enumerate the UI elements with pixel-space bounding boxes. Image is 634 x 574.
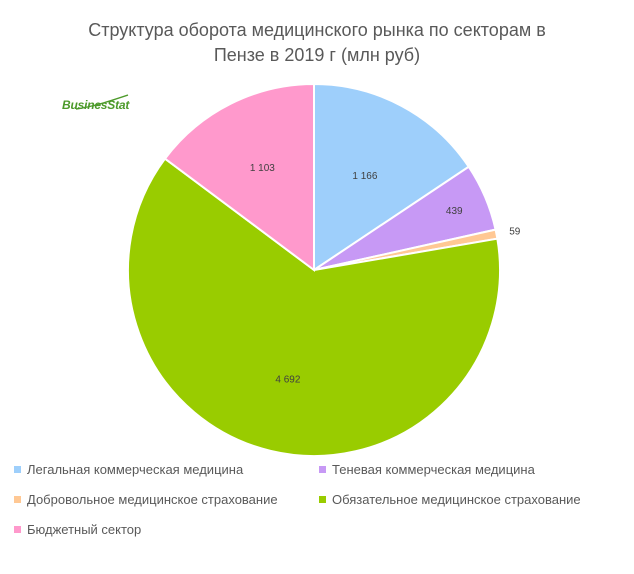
data-label-budget-sector: 1 103 xyxy=(250,163,275,174)
legend-label-budget-sector: Бюджетный сектор xyxy=(27,522,142,537)
legend-swatch-legal-commercial xyxy=(14,466,21,473)
legend-label-legal-commercial: Легальная коммерческая медицина xyxy=(27,462,244,477)
legend-label-mandatory-insurance: Обязательное медицинское страхование xyxy=(332,492,581,507)
legend-swatch-mandatory-insurance xyxy=(319,496,326,503)
chart-title: Структура оборота медицинского рынка по … xyxy=(0,18,634,68)
data-label-shadow-commercial: 439 xyxy=(446,206,463,217)
legend-item-shadow-commercial: Теневая коммерческая медицина xyxy=(319,462,535,478)
chart-title-line1: Структура оборота медицинского рынка по … xyxy=(88,20,546,40)
legend-item-mandatory-insurance: Обязательное медицинское страхование xyxy=(319,492,581,508)
pie-slice-budget-sector xyxy=(163,82,315,272)
pie-slice-legal-commercial xyxy=(313,82,471,272)
legend-swatch-shadow-commercial xyxy=(319,466,326,473)
legend-label-voluntary-insurance: Добровольное медицинское страхование xyxy=(27,492,278,507)
legend-item-voluntary-insurance: Добровольное медицинское страхование xyxy=(14,492,278,508)
data-label-legal-commercial: 1 166 xyxy=(352,171,377,182)
data-label-mandatory-insurance: 4 692 xyxy=(275,374,300,385)
legend-item-legal-commercial: Легальная коммерческая медицина xyxy=(14,462,243,478)
chart-title-line2: Пензе в 2019 г (млн руб) xyxy=(213,45,421,65)
legend-swatch-voluntary-insurance xyxy=(14,496,21,503)
legend-swatch-budget-sector xyxy=(14,526,21,533)
legend-item-budget-sector: Бюджетный сектор xyxy=(14,522,141,538)
logo-swoosh-icon xyxy=(75,94,129,110)
legend-label-shadow-commercial: Теневая коммерческая медицина xyxy=(332,462,535,477)
data-label-voluntary-insurance: 59 xyxy=(509,227,521,238)
pie-slice-mandatory-insurance xyxy=(127,157,501,457)
